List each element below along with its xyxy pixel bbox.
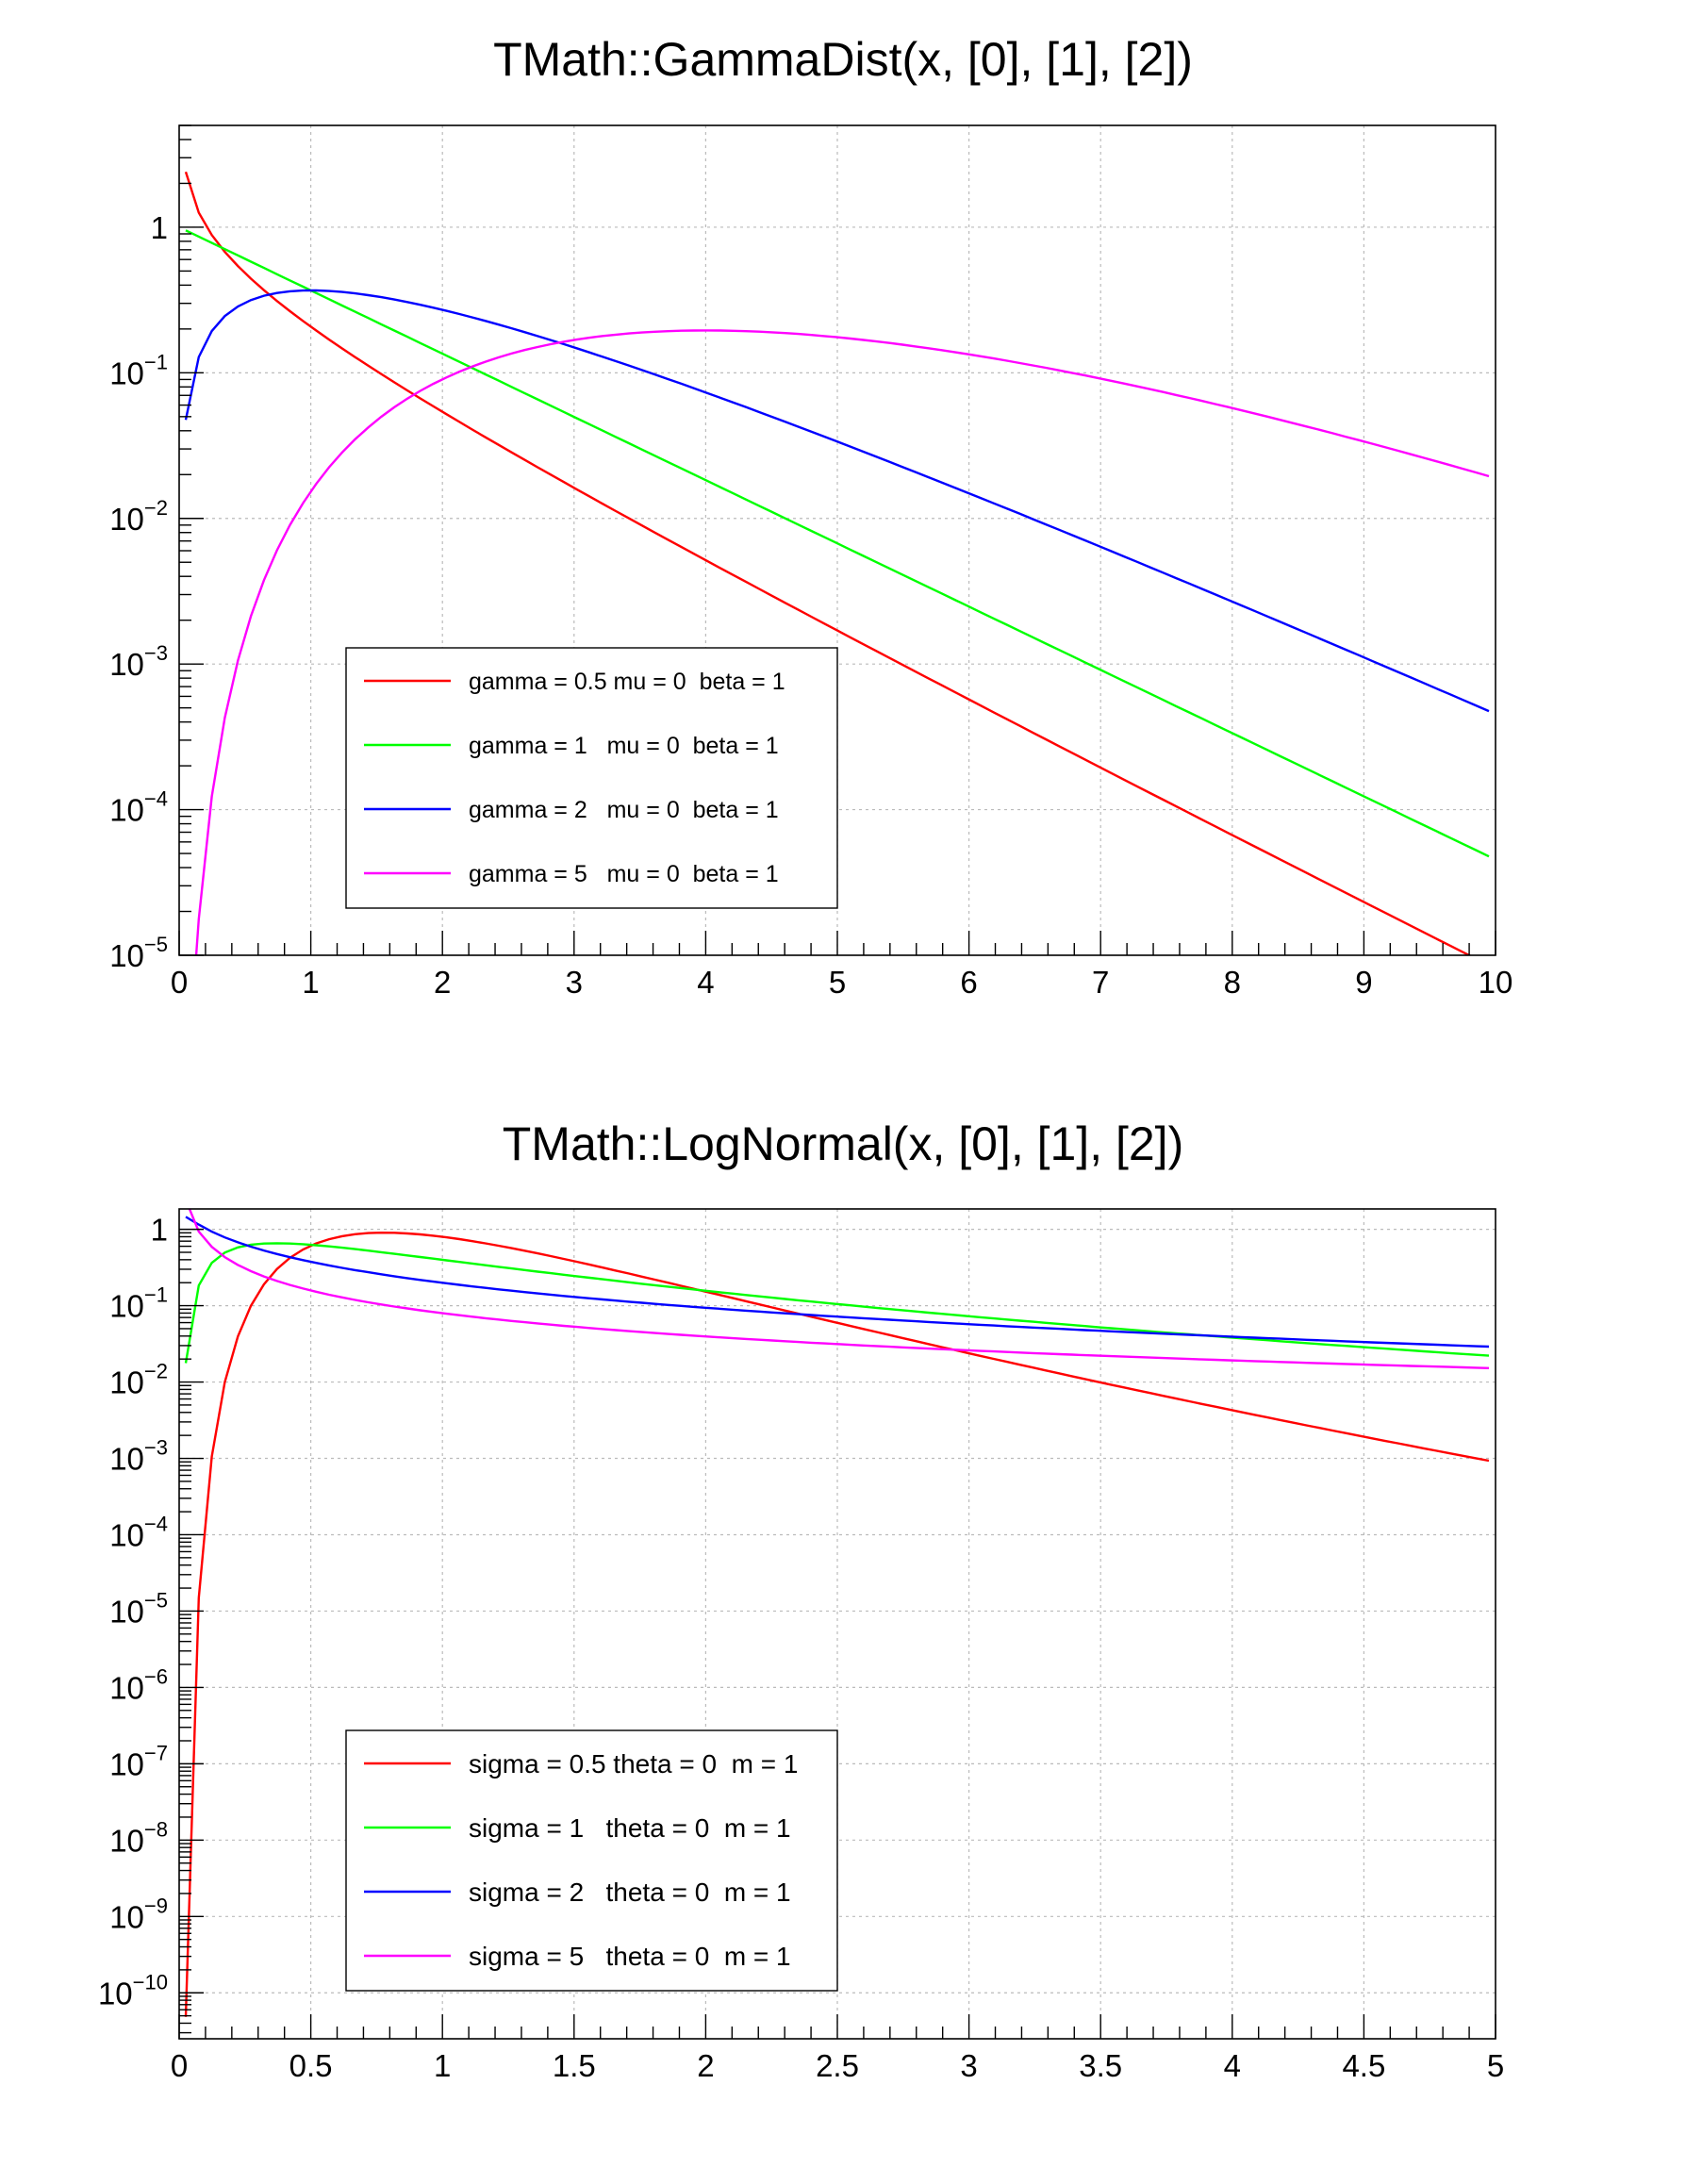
series-line-1 <box>185 229 1490 858</box>
legend-box <box>345 647 838 909</box>
series-line-2 <box>184 289 1490 713</box>
x-tick-label: 3 <box>566 965 583 1000</box>
legend-label-3: gamma = 5 mu = 0 beta = 1 <box>469 861 779 887</box>
x-tick-label: 10 <box>1479 965 1513 1000</box>
x-tick-label: 2 <box>434 965 451 1000</box>
legend-label-1: sigma = 1 theta = 0 m = 1 <box>469 1813 791 1843</box>
axes: 0 0.5 1 1.5 2 2.5 3 3.5 4 4.5 5 1 10−1 10−2 10−3 10−4 10… <box>98 1213 1504 2083</box>
x-tick-label: 1.5 <box>553 2048 596 2083</box>
chart-title: TMath::GammaDist(x, [0], [1], [2]) <box>493 33 1193 86</box>
legend-label-0: sigma = 0.5 theta = 0 m = 1 <box>469 1749 798 1779</box>
series-line-0 <box>184 1231 1490 2017</box>
legend: sigma = 0.5 theta = 0 m = 1 sigma = 1 th… <box>345 1729 838 1992</box>
series-line-0 <box>184 171 1472 955</box>
x-tick-label: 2.5 <box>816 2048 859 2083</box>
y-tick-label: 10−4 <box>109 787 168 828</box>
series-group <box>184 171 1490 955</box>
series-line-3 <box>194 329 1490 955</box>
axes: 0 1 2 3 4 5 6 7 8 9 10 1 10−1 10−2 10−3 10−4 10−5 <box>109 124 1513 1000</box>
x-tick-label: 4.5 <box>1342 2048 1385 2083</box>
y-tick-label: 10−3 <box>109 1436 168 1477</box>
x-tick-label: 0 <box>171 2048 188 2083</box>
y-tick-label: 10−8 <box>109 1817 168 1858</box>
x-tick-label: 8 <box>1224 965 1241 1000</box>
y-tick-label: 10−10 <box>98 1970 168 2010</box>
x-tick-label: 0.5 <box>289 2048 333 2083</box>
chart-title: TMath::LogNormal(x, [0], [1], [2]) <box>503 1117 1183 1170</box>
x-tick-label: 2 <box>697 2048 714 2083</box>
legend: gamma = 0.5 mu = 0 beta = 1 gamma = 1 mu… <box>345 647 838 909</box>
x-tick-label: 3.5 <box>1079 2048 1122 2083</box>
x-tick-label: 0 <box>171 965 188 1000</box>
x-tick-label: 1 <box>302 965 319 1000</box>
plot-frame <box>178 124 1496 956</box>
x-tick-label: 9 <box>1355 965 1372 1000</box>
legend-box <box>345 1729 838 1992</box>
x-tick-label: 1 <box>434 2048 451 2083</box>
legend-label-2: gamma = 2 mu = 0 beta = 1 <box>469 797 779 823</box>
y-tick-label: 10−5 <box>109 1588 168 1629</box>
y-tick-label: 10−6 <box>109 1664 168 1705</box>
x-tick-label: 4 <box>1224 2048 1241 2083</box>
x-tick-label: 4 <box>697 965 714 1000</box>
x-tick-label: 5 <box>1487 2048 1504 2083</box>
y-tick-label: 10−1 <box>109 350 168 390</box>
series-line-1 <box>184 1242 1490 1364</box>
series-line-2 <box>185 1216 1490 1348</box>
x-tick-label: 7 <box>1092 965 1109 1000</box>
x-tick-label: 6 <box>960 965 977 1000</box>
y-tick-label: 10−7 <box>109 1741 168 1781</box>
y-tick-label: 10−9 <box>109 1894 168 1934</box>
x-tick-label: 5 <box>829 965 846 1000</box>
y-tick-label: 1 <box>151 210 168 245</box>
plot-frame <box>178 1208 1496 2040</box>
y-tick-label: 10−3 <box>109 641 168 682</box>
y-tick-label: 10−4 <box>109 1512 168 1552</box>
y-tick-label: 10−5 <box>109 933 168 973</box>
y-tick-label: 10−2 <box>109 496 168 537</box>
legend-label-3: sigma = 5 theta = 0 m = 1 <box>469 1942 791 1971</box>
y-tick-label: 10−1 <box>109 1283 168 1324</box>
legend-label-2: sigma = 2 theta = 0 m = 1 <box>469 1878 791 1907</box>
series-line-3 <box>188 1209 1490 1369</box>
series-group <box>184 1209 1490 2017</box>
legend-label-1: gamma = 1 mu = 0 beta = 1 <box>469 733 779 759</box>
lognormal-chart: TMath::LogNormal(x, [0], [1], [2]) 0 0.5 1… <box>98 1117 1504 2083</box>
y-tick-label: 10−2 <box>109 1360 168 1400</box>
x-tick-label: 3 <box>960 2048 977 2083</box>
y-tick-label: 1 <box>151 1213 168 1248</box>
legend-label-0: gamma = 0.5 mu = 0 beta = 1 <box>469 669 785 695</box>
